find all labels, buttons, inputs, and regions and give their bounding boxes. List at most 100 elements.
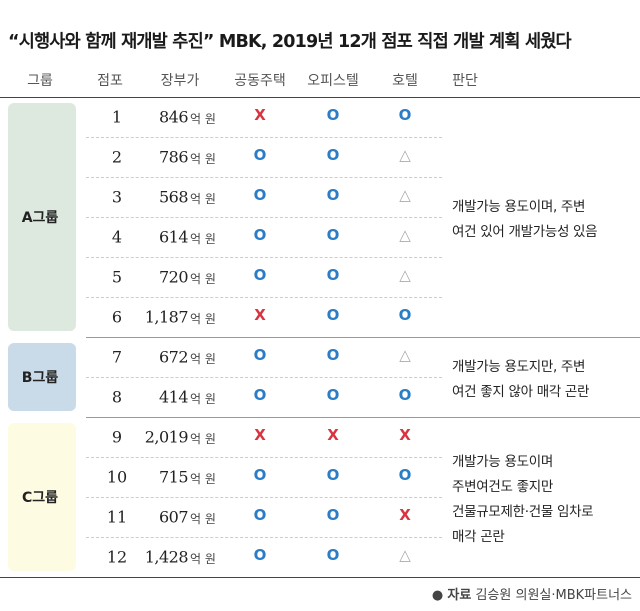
book-value: 715: [158, 467, 189, 487]
store-number: 7: [111, 347, 123, 367]
book-value: 614: [158, 227, 189, 247]
source-label: 자료: [447, 588, 472, 603]
store-number: 5: [111, 267, 123, 287]
feasibility-mark: O: [326, 546, 340, 564]
column-header: 장부가: [160, 73, 200, 89]
book-value-unit: 억 원: [190, 472, 216, 487]
judgment-text: 여건 좋지 않아 매각 곤란: [452, 383, 590, 400]
feasibility-mark: X: [399, 426, 411, 444]
column-header: 오피스텔: [307, 73, 359, 89]
store-number: 9: [111, 427, 123, 447]
book-value: 672: [158, 347, 189, 367]
feasibility-mark: △: [399, 186, 411, 204]
feasibility-mark: O: [398, 306, 412, 324]
group-label: C그룹: [21, 490, 59, 506]
book-value: 607: [158, 507, 189, 527]
feasibility-mark: O: [253, 266, 267, 284]
book-value: 2,019: [144, 427, 189, 447]
row-separator: [86, 137, 442, 138]
book-value-unit: 억 원: [190, 232, 216, 247]
store-number: 10: [106, 467, 128, 487]
store-number: 1: [111, 107, 123, 127]
feasibility-mark: X: [254, 306, 266, 324]
book-value-unit: 억 원: [190, 152, 216, 167]
feasibility-mark: X: [254, 426, 266, 444]
store-number: 8: [111, 387, 123, 407]
feasibility-mark: O: [253, 226, 267, 244]
column-header: 호텔: [392, 73, 418, 89]
feasibility-mark: X: [399, 506, 411, 524]
feasibility-mark: O: [326, 306, 340, 324]
judgment-text: 개발가능 용도지만, 주변: [452, 358, 586, 375]
feasibility-mark: O: [398, 466, 412, 484]
book-value-unit: 억 원: [190, 312, 216, 327]
row-separator: [86, 537, 442, 538]
group-separator: [86, 417, 640, 418]
store-number: 4: [111, 227, 123, 247]
row-separator: [86, 257, 442, 258]
feasibility-mark: O: [326, 106, 340, 124]
column-header: 공동주택: [234, 73, 286, 89]
feasibility-mark: X: [254, 106, 266, 124]
feasibility-mark: O: [253, 346, 267, 364]
judgment-text: 개발가능 용도이며, 주변: [452, 198, 586, 215]
feasibility-mark: O: [326, 226, 340, 244]
book-value-unit: 억 원: [190, 272, 216, 287]
row-separator: [86, 297, 442, 298]
title: “시행사와 함께 재개발 추진” MBK, 2019년 12개 점포 직접 개발…: [8, 32, 572, 52]
feasibility-mark: O: [253, 146, 267, 164]
feasibility-mark: O: [326, 466, 340, 484]
row-separator: [86, 497, 442, 498]
book-value-unit: 억 원: [190, 512, 216, 527]
feasibility-mark: O: [253, 386, 267, 404]
book-value: 1,187: [144, 307, 189, 327]
group-label: A그룹: [21, 210, 59, 226]
feasibility-mark: O: [326, 186, 340, 204]
table-bottom-line: [0, 577, 640, 578]
book-value: 720: [158, 267, 189, 287]
feasibility-mark: O: [326, 266, 340, 284]
feasibility-mark: O: [253, 186, 267, 204]
book-value-unit: 억 원: [190, 352, 216, 367]
row-separator: [86, 457, 442, 458]
book-value: 1,428: [144, 547, 189, 567]
feasibility-mark: X: [327, 426, 339, 444]
group-box: [8, 423, 76, 571]
feasibility-mark: O: [326, 346, 340, 364]
feasibility-mark: O: [253, 466, 267, 484]
book-value-unit: 억 원: [190, 432, 216, 447]
feasibility-mark: O: [398, 106, 412, 124]
book-value: 568: [158, 187, 189, 207]
source: ● 자료 김승원 의원실·MBK파트너스: [431, 588, 632, 603]
judgment-text: 여건 있어 개발가능성 있음: [452, 223, 598, 240]
judgment-text: 개발가능 용도이며: [452, 453, 553, 470]
store-number: 3: [111, 187, 123, 207]
book-value: 846: [158, 107, 189, 127]
row-separator: [86, 177, 442, 178]
book-value-unit: 억 원: [190, 392, 216, 407]
feasibility-mark: △: [399, 226, 411, 244]
judgment-text: 매각 곤란: [452, 528, 505, 545]
feasibility-mark: △: [399, 266, 411, 284]
group-separator: [86, 337, 640, 338]
judgment-text: 건물규모제한·건물 임차로: [452, 503, 594, 520]
column-header: 판단: [452, 73, 478, 89]
store-number: 11: [106, 507, 128, 527]
store-number: 6: [111, 307, 123, 327]
book-value: 786: [158, 147, 189, 167]
group-label: B그룹: [21, 370, 59, 386]
feasibility-mark: △: [399, 546, 411, 564]
group-box: [8, 103, 76, 331]
row-separator: [86, 217, 442, 218]
book-value: 414: [158, 387, 189, 407]
feasibility-mark: O: [398, 386, 412, 404]
store-number: 2: [111, 147, 123, 167]
feasibility-mark: △: [399, 146, 411, 164]
store-number: 12: [106, 547, 128, 567]
judgment-text: 주변여건도 좋지만: [452, 478, 553, 495]
feasibility-mark: O: [326, 146, 340, 164]
column-header: 점포: [97, 73, 123, 89]
feasibility-mark: O: [253, 546, 267, 564]
column-header: 그룹: [27, 73, 53, 89]
